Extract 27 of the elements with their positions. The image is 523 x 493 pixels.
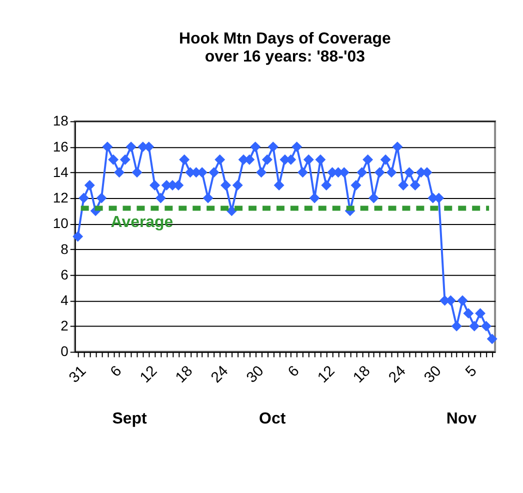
x-tick-label: 6 [284, 362, 303, 380]
y-tick-label: 6 [60, 266, 69, 282]
y-tick-label: 14 [52, 164, 69, 180]
y-tick-label: 12 [52, 190, 69, 206]
x-tick-label: 12 [136, 362, 161, 386]
text: Hook Mtn Days of Coverage [179, 30, 391, 48]
y-tick-label: 18 [52, 112, 69, 129]
x-tick-label: 5 [462, 362, 480, 380]
y-tick-label: 16 [52, 138, 69, 154]
y-tick-label: 2 [60, 318, 69, 334]
text: Sept [112, 410, 148, 428]
text: Nov [446, 410, 477, 428]
y-tick-label: 8 [60, 240, 69, 257]
x-tick-label: 24 [385, 362, 410, 386]
x-tick-label: 12 [314, 362, 338, 386]
x-tick-label: 18 [350, 362, 374, 386]
text: Oct [259, 410, 286, 428]
text: over 16 years: '88-'03 [204, 48, 366, 66]
x-tick-label: 30 [420, 362, 445, 386]
y-tick-label: 4 [60, 292, 69, 308]
x-tick-label: 18 [172, 362, 196, 386]
x-tick-label: 30 [243, 362, 268, 386]
y-tick-label: 0 [60, 343, 69, 360]
x-tick-label: 24 [208, 362, 232, 386]
x-tick-label: 6 [107, 362, 126, 380]
x-tick-label: 31 [66, 362, 90, 386]
y-tick-label: 10 [52, 215, 69, 232]
